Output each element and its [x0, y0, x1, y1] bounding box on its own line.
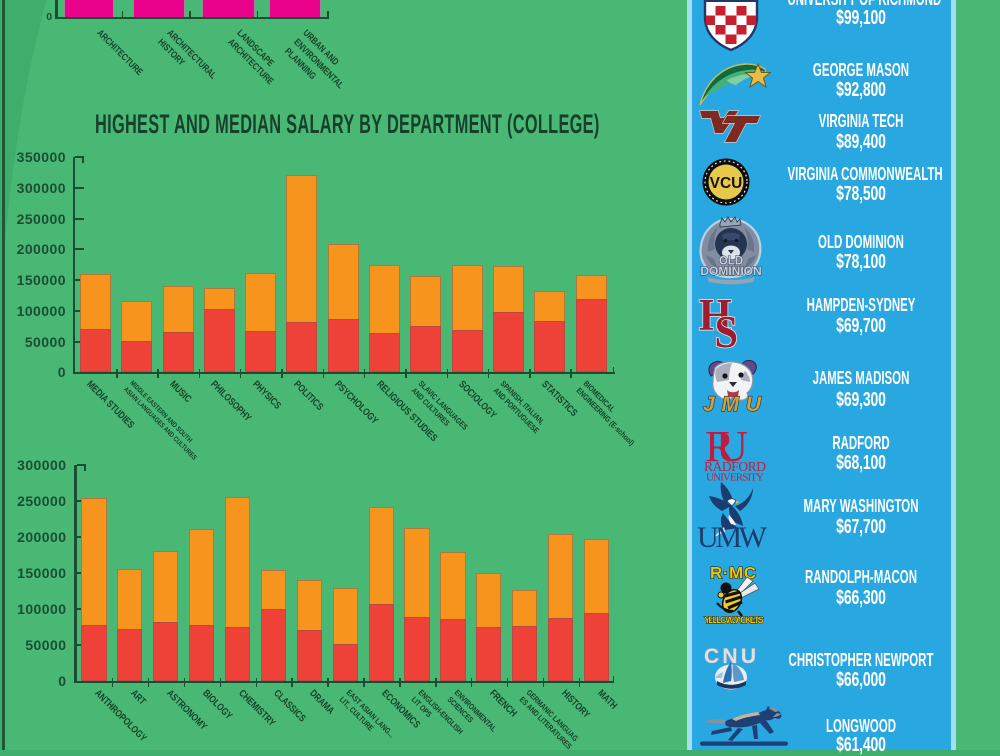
- svg-text:VCU: VCU: [710, 175, 743, 192]
- svg-text:DOMINION: DOMINION: [700, 264, 761, 278]
- svg-text:YELLOWJACKETS: YELLOWJACKETS: [704, 615, 764, 626]
- svg-text:CNU: CNU: [704, 645, 756, 668]
- svg-text:JMU: JMU: [703, 393, 762, 412]
- svg-text:UMW: UMW: [697, 521, 768, 549]
- svg-text:H: H: [699, 291, 732, 340]
- svg-text:RU: RU: [705, 428, 748, 471]
- svg-text:OLD: OLD: [719, 256, 743, 268]
- svg-text:S: S: [715, 306, 739, 351]
- svg-text:RADFORD: RADFORD: [704, 459, 766, 474]
- svg-text:UNIVERSITY: UNIVERSITY: [706, 472, 764, 483]
- svg-text:R·MC: R·MC: [710, 564, 756, 583]
